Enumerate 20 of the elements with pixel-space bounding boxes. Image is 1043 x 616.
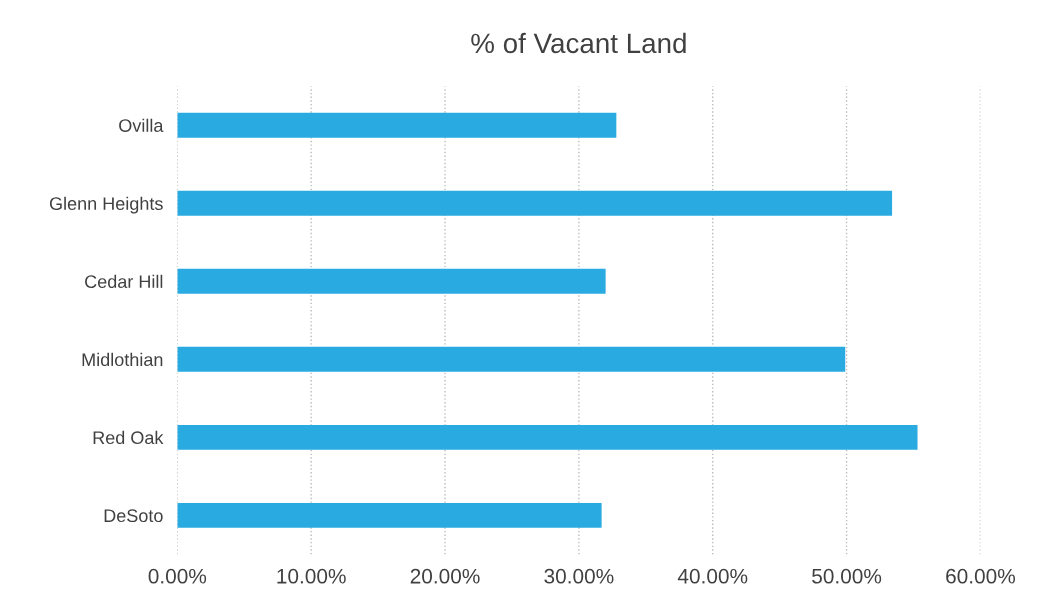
x-tick-label: 60.00%: [946, 568, 1016, 584]
y-tick-label: Ovilla: [119, 118, 164, 132]
x-tick-label: 50.00%: [812, 568, 882, 584]
y-tick-label: Glenn Heights: [49, 196, 163, 214]
y-tick-label: DeSoto: [104, 509, 163, 523]
x-tick-label: 30.00%: [544, 568, 614, 584]
y-tick-label: Midlothian: [82, 352, 163, 367]
chart-title: % of Vacant Land: [471, 32, 686, 54]
y-tick-label: Cedar Hill: [85, 274, 163, 289]
y-tick-label: Red Oak: [93, 430, 164, 445]
bar: [177, 268, 606, 294]
x-tick-label: 20.00%: [410, 568, 480, 584]
bar: [177, 502, 602, 528]
x-tick-label: 10.00%: [277, 568, 346, 584]
x-tick-label: 40.00%: [677, 568, 748, 584]
bar: [177, 424, 918, 450]
bar: [177, 346, 846, 372]
bar: [177, 190, 893, 216]
bar: [177, 112, 617, 138]
x-tick-label: 0.00%: [148, 568, 207, 584]
